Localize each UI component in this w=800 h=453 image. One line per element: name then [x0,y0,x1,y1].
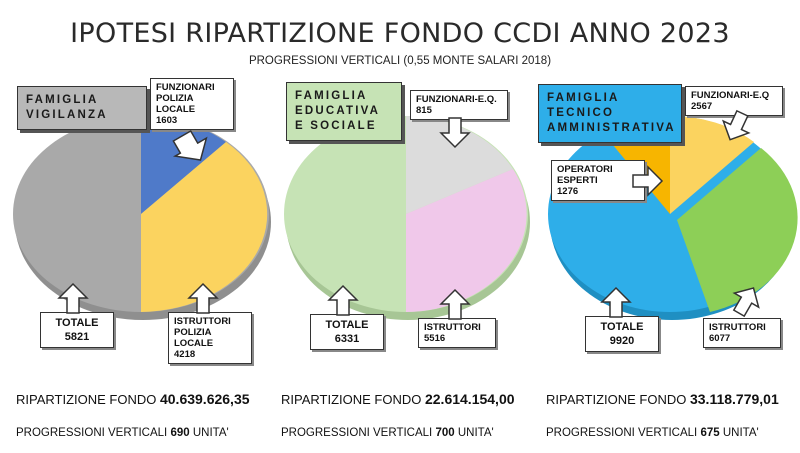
callout-istruttori-educativa: ISTRUTTORI 5516 [418,318,496,348]
page-subtitle: PROGRESSIONI VERTICALI (0,55 MONTE SALAR… [248,55,552,67]
pie-slice-funzionari [406,116,513,214]
pie-slice-istruttori [677,148,798,312]
family-title-tecnico: FAMIGLIA TECNICO AMMINISTRATIVA [538,84,682,143]
progressioni-tecnico: PROGRESSIONI VERTICALI 675 UNITA' [546,427,759,439]
pie-slice-funzionari [670,115,754,214]
fondo-tecnico: RIPARTIZIONE FONDO 33.118.779,01 [546,391,779,407]
arrow-funzionari-vigilanza [172,129,208,161]
arrow-istruttori-vigilanza [187,282,219,314]
arrow-istruttori-tecnico [732,287,760,318]
arrow-istruttori-educativa [439,288,471,320]
progressioni-educativa: PROGRESSIONI VERTICALI 700 UNITA' [281,427,494,439]
arrow-totale-educativa [327,284,359,316]
progressioni-vigilanza: PROGRESSIONI VERTICALI 690 UNITA' [16,427,229,439]
fondo-vigilanza: RIPARTIZIONE FONDO 40.639.626,35 [16,391,250,407]
family-title-educativa: FAMIGLIA EDUCATIVA E SOCIALE [286,82,402,141]
chart-educativa: FAMIGLIA EDUCATIVA E SOCIALE FUNZIONARI-… [272,72,537,372]
arrow-funzionari-educativa [439,117,471,149]
fondo-educativa: RIPARTIZIONE FONDO 22.614.154,00 [281,391,515,407]
chart-tecnico: FAMIGLIA TECNICO AMMINISTRATIVA FUNZIONA… [535,72,800,372]
callout-totale-vigilanza: TOTALE 5821 [40,312,114,348]
page-title: IPOTESI RIPARTIZIONE FONDO CCDI ANNO 202… [70,18,730,49]
arrow-totale-tecnico [600,286,632,318]
callout-funzionari-vigilanza: FUNZIONARI POLIZIA LOCALE 1603 [150,78,234,130]
arrow-operatori-tecnico [632,165,664,197]
callout-istruttori-tecnico: ISTRUTTORI 6077 [703,318,781,348]
callout-totale-educativa: TOTALE 6331 [310,314,384,350]
callout-operatori-tecnico: OPERATORI ESPERTI 1276 [551,160,645,201]
pie-slice-istruttori [406,169,527,312]
pie-slice-istruttori [141,142,268,312]
arrow-totale-vigilanza [57,282,89,314]
pie-educativa [284,116,530,320]
callout-totale-tecnico: TOTALE 9920 [585,316,659,352]
pie-vigilanza [13,116,271,320]
chart-vigilanza: FAMIGLIA VIGILANZA FUNZIONARI POLIZIA LO… [0,72,271,372]
arrow-funzionari-tecnico [721,109,751,141]
callout-funzionari-educativa: FUNZIONARI-E.Q. 815 [410,90,508,120]
family-title-vigilanza: FAMIGLIA VIGILANZA [17,86,147,130]
callout-istruttori-vigilanza: ISTRUTTORI POLIZIA LOCALE 4218 [168,312,252,364]
